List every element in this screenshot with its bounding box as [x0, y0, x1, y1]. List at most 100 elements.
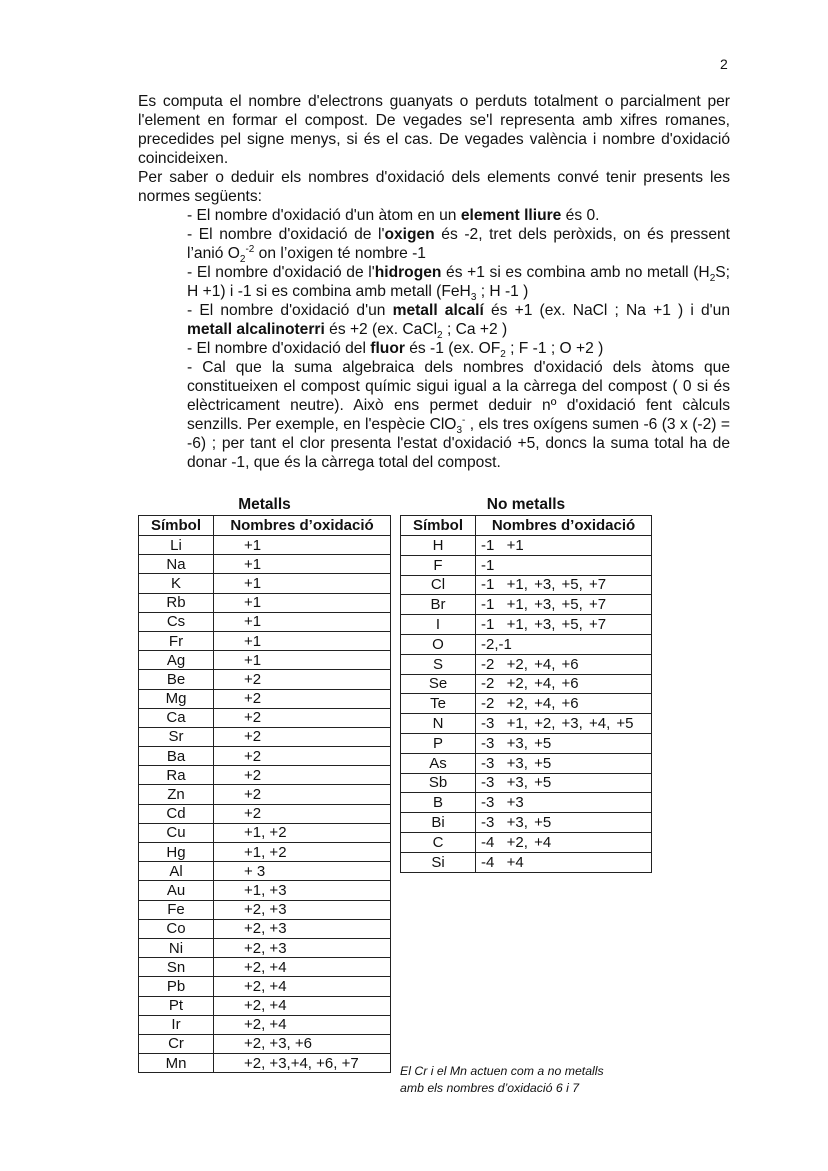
- text-run: - El nombre d'oxidació del: [187, 340, 371, 357]
- oxidation-numbers: -2,-1: [475, 633, 652, 655]
- table-row: O -2,-1: [400, 633, 652, 655]
- element-symbol: Al: [138, 861, 214, 882]
- text-run: - Cal que la suma algebraica dels nombre…: [187, 359, 730, 433]
- table-row: Na +1: [138, 554, 391, 575]
- table-row: N -3 +1, +2, +3, +4, +5: [400, 713, 652, 734]
- paragraph: Es computa el nombre d'electrons guanyat…: [138, 92, 730, 168]
- element-symbol: Zn: [138, 784, 214, 805]
- table-row: Cl -1 +1, +3, +5, +7: [400, 574, 652, 596]
- text-run: 3: [470, 292, 477, 304]
- note-line: El Cr i el Mn actuen com a no metalls: [400, 1064, 604, 1078]
- body-text: Es computa el nombre d'electrons guanyat…: [138, 92, 730, 472]
- text-run: - El nombre d'oxidació de l': [187, 226, 385, 243]
- table-row: Ni +2, +3: [138, 937, 391, 959]
- header-oxidation-numbers: Nombres d’oxidació: [475, 515, 652, 536]
- table-row: C -4 +2, +4: [400, 831, 652, 853]
- table-row: Sr +2: [138, 726, 391, 748]
- rule-item: - El nombre d'oxidació de l'oxigen és -2…: [187, 225, 730, 265]
- element-symbol: Mn: [138, 1053, 214, 1074]
- element-symbol: Ag: [138, 650, 214, 671]
- nonmetals-caption: No metalls: [486, 496, 566, 513]
- oxidation-numbers: +2, +3,+4, +6, +7: [213, 1053, 391, 1074]
- table-row: Se -2 +2, +4, +6: [400, 673, 652, 695]
- text-run: Es computa el nombre d'electrons guanyat…: [138, 93, 730, 167]
- table-row: Co +2, +3: [138, 918, 391, 939]
- table-row: K +1: [138, 573, 391, 594]
- oxidation-numbers: +2, +3: [213, 937, 391, 959]
- text-run: 2: [437, 330, 443, 342]
- text-run: ; F -1 ; O +2 ): [505, 340, 604, 357]
- table-row: Sb -3 +3, +5: [400, 772, 652, 794]
- table-row: Zn +2: [138, 784, 391, 805]
- oxidation-numbers: +2, +4: [213, 995, 391, 1016]
- oxidation-numbers: -3 +3, +5: [475, 732, 652, 754]
- page-number: 2: [720, 56, 728, 72]
- oxidation-numbers: +1: [213, 630, 391, 652]
- table-row: Cd +2: [138, 803, 391, 824]
- table-row: Ca +2: [138, 707, 391, 728]
- rule-item: - El nombre d'oxidació d'un metall alcal…: [187, 301, 730, 342]
- element-symbol: K: [138, 573, 214, 594]
- oxidation-numbers: +1, +2: [213, 841, 391, 863]
- oxidation-numbers: +2, +4: [213, 957, 391, 978]
- oxidation-numbers: -4 +2, +4: [475, 831, 652, 853]
- text-run: és +1 (ex. NaCl ; Na +1 ) i d'un: [483, 302, 730, 319]
- table-row: Cs +1: [138, 611, 391, 632]
- oxidation-numbers: -4 +4: [475, 851, 652, 873]
- element-symbol: Sr: [138, 726, 214, 748]
- table-row: As -3 +3, +5: [400, 752, 652, 774]
- header-oxidation-numbers: Nombres d’oxidació: [213, 515, 391, 536]
- nonmetals-table-block: No metalls Símbol Nombres d’oxidació H -1…: [400, 495, 652, 873]
- oxidation-numbers: +2, +3, +6: [213, 1033, 391, 1055]
- table-row: F -1: [400, 554, 652, 576]
- text-run: - El nombre d'oxidació de l': [187, 264, 375, 281]
- table-row: Ir +2, +4: [138, 1014, 391, 1035]
- table-row: Cu +1, +2: [138, 822, 391, 844]
- text-run: fluor: [370, 340, 405, 357]
- table-row: Cr +2, +3, +6: [138, 1033, 391, 1055]
- table-row: Ag +1: [138, 650, 391, 671]
- text-run: és +1 si es combina amb no metall (H: [441, 264, 710, 281]
- oxidation-numbers: +1: [213, 611, 391, 632]
- table-row: Mn +2, +3,+4, +6, +7: [138, 1053, 391, 1074]
- text-run: metall alcalí: [392, 302, 484, 319]
- oxidation-numbers: +2, +3: [213, 899, 391, 920]
- text-run: ; Ca +2 ): [442, 321, 508, 338]
- element-symbol: I: [400, 614, 476, 635]
- oxidation-numbers: +1: [213, 650, 391, 671]
- cr-mn-note: El Cr i el Mn actuen com a no metalls am…: [400, 1063, 604, 1097]
- element-symbol: Cs: [138, 611, 214, 632]
- text-run: S; H +1) i -1 si es combina amb metall (…: [187, 264, 730, 300]
- text-run: 2: [709, 273, 716, 285]
- header-symbol: Símbol: [400, 515, 476, 536]
- header-symbol: Símbol: [138, 515, 214, 536]
- table-row: Fe +2, +3: [138, 899, 391, 920]
- element-symbol: P: [400, 732, 476, 754]
- text-run: -: [462, 414, 466, 426]
- text-run: Per saber o deduir els nombres d'oxidaci…: [138, 169, 730, 205]
- text-run: és +2 (ex. CaCl: [324, 321, 438, 338]
- element-symbol: Be: [138, 669, 214, 690]
- element-symbol: Li: [138, 534, 214, 556]
- oxidation-numbers: -1 +1: [475, 535, 652, 556]
- element-symbol: S: [400, 653, 476, 675]
- element-symbol: Pb: [138, 976, 214, 997]
- oxidation-numbers: +2, +4: [213, 976, 391, 997]
- table-row: Fr +1: [138, 630, 391, 652]
- oxidation-numbers: -3 +1, +2, +3, +4, +5: [475, 713, 652, 734]
- oxidation-numbers: +1: [213, 592, 391, 613]
- text-run: és 0.: [561, 207, 600, 224]
- element-symbol: Cu: [138, 822, 214, 844]
- oxidation-numbers: +2, +4: [213, 1014, 391, 1035]
- element-symbol: As: [400, 752, 476, 774]
- oxidation-numbers: -2 +2, +4, +6: [475, 693, 652, 715]
- table-row: Li +1: [138, 534, 391, 556]
- element-symbol: Si: [400, 851, 476, 873]
- text-run: on l’oxigen té nombre -1: [254, 245, 426, 262]
- oxidation-numbers: +2: [213, 688, 391, 709]
- table-row: I -1 +1, +3, +5, +7: [400, 614, 652, 635]
- oxidation-numbers: +1: [213, 573, 391, 594]
- element-symbol: Cd: [138, 803, 214, 824]
- element-symbol: Pt: [138, 995, 214, 1016]
- oxidation-numbers: -2 +2, +4, +6: [475, 673, 652, 695]
